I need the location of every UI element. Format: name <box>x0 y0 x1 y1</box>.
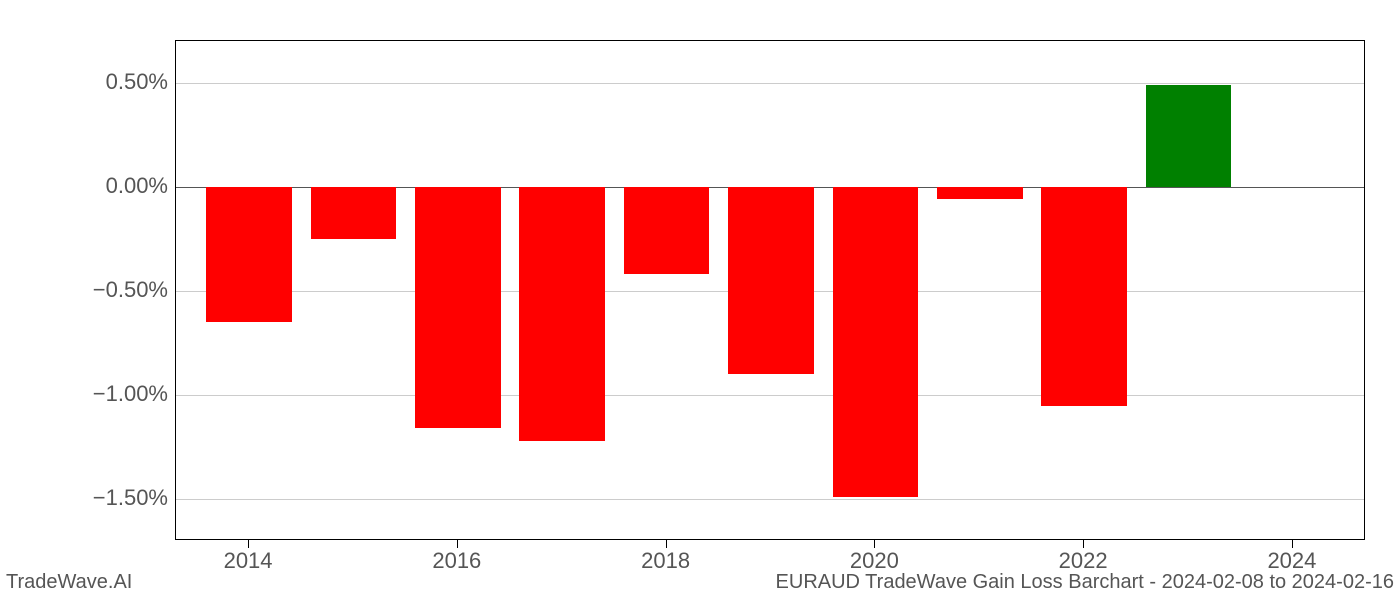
bar <box>415 187 501 429</box>
x-tick-label: 2014 <box>208 548 288 574</box>
y-tick-label: 0.50% <box>8 69 168 95</box>
bar <box>206 187 292 322</box>
chart-container: TradeWave.AI EURAUD TradeWave Gain Loss … <box>0 0 1400 600</box>
x-tick-label: 2020 <box>834 548 914 574</box>
x-tick-mark <box>666 540 667 548</box>
bar <box>1146 85 1232 187</box>
bar <box>519 187 605 441</box>
y-tick-label: −1.50% <box>8 485 168 511</box>
gridline <box>176 395 1364 396</box>
y-tick-label: −1.00% <box>8 381 168 407</box>
bar <box>1041 187 1127 406</box>
plot-area <box>175 40 1365 540</box>
x-tick-label: 2016 <box>417 548 497 574</box>
y-tick-label: −0.50% <box>8 277 168 303</box>
x-tick-label: 2024 <box>1252 548 1332 574</box>
y-tick-label: 0.00% <box>8 173 168 199</box>
gridline <box>176 499 1364 500</box>
x-tick-mark <box>1083 540 1084 548</box>
x-tick-mark <box>874 540 875 548</box>
footer-left-label: TradeWave.AI <box>6 571 132 594</box>
bar <box>624 187 710 275</box>
x-tick-mark <box>457 540 458 548</box>
bar <box>937 187 1023 200</box>
bar <box>311 187 397 239</box>
bar <box>833 187 919 497</box>
x-tick-mark <box>248 540 249 548</box>
x-tick-label: 2018 <box>626 548 706 574</box>
footer-right-label: EURAUD TradeWave Gain Loss Barchart - 20… <box>776 571 1394 594</box>
x-tick-label: 2022 <box>1043 548 1123 574</box>
bar <box>728 187 814 375</box>
x-tick-mark <box>1292 540 1293 548</box>
gridline <box>176 83 1364 84</box>
